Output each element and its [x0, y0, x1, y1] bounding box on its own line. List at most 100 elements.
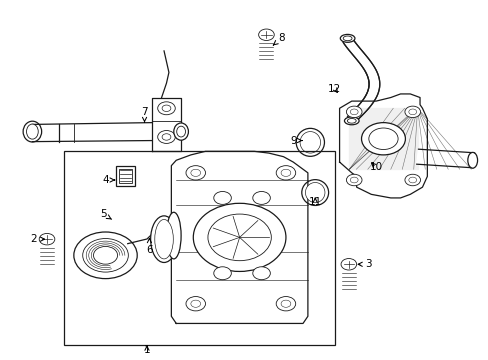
Ellipse shape [166, 212, 181, 259]
Polygon shape [354, 109, 364, 114]
Polygon shape [368, 83, 379, 84]
Ellipse shape [300, 132, 320, 153]
Circle shape [207, 214, 271, 261]
Polygon shape [366, 93, 377, 96]
Polygon shape [349, 47, 359, 52]
Ellipse shape [296, 129, 324, 156]
Polygon shape [358, 104, 368, 109]
Polygon shape [32, 123, 152, 141]
Polygon shape [367, 90, 378, 93]
Circle shape [408, 109, 416, 115]
Polygon shape [366, 92, 377, 95]
Ellipse shape [26, 124, 38, 139]
Ellipse shape [176, 126, 185, 137]
Circle shape [82, 239, 128, 272]
Polygon shape [416, 149, 473, 168]
Polygon shape [357, 57, 367, 62]
Polygon shape [346, 43, 356, 48]
Polygon shape [359, 59, 369, 64]
Polygon shape [363, 98, 373, 103]
Circle shape [158, 102, 175, 115]
Polygon shape [365, 69, 375, 73]
Polygon shape [347, 45, 358, 50]
Polygon shape [350, 113, 360, 118]
Circle shape [185, 166, 205, 180]
Polygon shape [367, 76, 378, 79]
Circle shape [276, 297, 295, 311]
Polygon shape [368, 85, 379, 86]
Circle shape [368, 128, 397, 149]
Text: 3: 3 [357, 259, 371, 269]
Ellipse shape [150, 216, 177, 262]
Polygon shape [362, 63, 372, 68]
Circle shape [93, 247, 117, 264]
Text: 6: 6 [146, 239, 152, 255]
Polygon shape [368, 81, 379, 82]
Polygon shape [367, 77, 378, 80]
Polygon shape [348, 108, 417, 169]
Text: 7: 7 [141, 107, 147, 122]
Ellipse shape [346, 118, 355, 123]
Polygon shape [365, 95, 375, 99]
Polygon shape [362, 99, 372, 104]
Ellipse shape [305, 183, 325, 203]
Bar [116, 166, 135, 186]
Circle shape [213, 267, 231, 280]
Polygon shape [366, 91, 377, 94]
Text: 9: 9 [289, 136, 302, 145]
Text: 10: 10 [369, 162, 382, 172]
Polygon shape [365, 95, 375, 100]
Polygon shape [361, 101, 370, 106]
Polygon shape [368, 87, 379, 89]
Ellipse shape [173, 123, 188, 140]
Text: 2: 2 [30, 234, 44, 244]
Ellipse shape [155, 220, 173, 259]
Ellipse shape [467, 152, 477, 168]
Polygon shape [345, 41, 354, 46]
Circle shape [190, 300, 200, 307]
Ellipse shape [343, 36, 351, 41]
Polygon shape [364, 67, 374, 71]
Polygon shape [353, 110, 363, 115]
Polygon shape [366, 71, 376, 75]
Polygon shape [362, 64, 373, 69]
Polygon shape [348, 115, 357, 120]
Polygon shape [366, 72, 377, 75]
Circle shape [193, 203, 285, 271]
Polygon shape [352, 50, 362, 55]
Polygon shape [360, 61, 370, 66]
Polygon shape [152, 98, 181, 151]
Polygon shape [355, 108, 365, 113]
Polygon shape [368, 86, 379, 87]
Circle shape [281, 300, 290, 307]
Circle shape [408, 177, 416, 183]
Ellipse shape [344, 117, 358, 125]
Polygon shape [351, 49, 361, 54]
Polygon shape [359, 103, 369, 108]
Polygon shape [366, 73, 377, 76]
Circle shape [158, 131, 175, 143]
Polygon shape [350, 48, 360, 53]
Ellipse shape [23, 121, 41, 142]
Polygon shape [353, 52, 363, 57]
Polygon shape [365, 70, 376, 73]
Circle shape [404, 174, 420, 186]
Polygon shape [346, 44, 357, 49]
Polygon shape [357, 105, 367, 110]
Polygon shape [368, 84, 379, 85]
Polygon shape [349, 114, 358, 120]
Polygon shape [367, 74, 377, 77]
Polygon shape [352, 51, 363, 56]
Bar [64, 151, 334, 345]
Text: 5: 5 [100, 209, 111, 219]
Ellipse shape [340, 35, 354, 42]
Circle shape [349, 109, 357, 115]
Polygon shape [354, 53, 364, 58]
Circle shape [346, 106, 361, 118]
Text: 4: 4 [102, 175, 114, 185]
Circle shape [213, 192, 231, 204]
Polygon shape [356, 55, 366, 60]
Polygon shape [363, 66, 373, 70]
Polygon shape [345, 42, 355, 47]
Circle shape [281, 169, 290, 176]
